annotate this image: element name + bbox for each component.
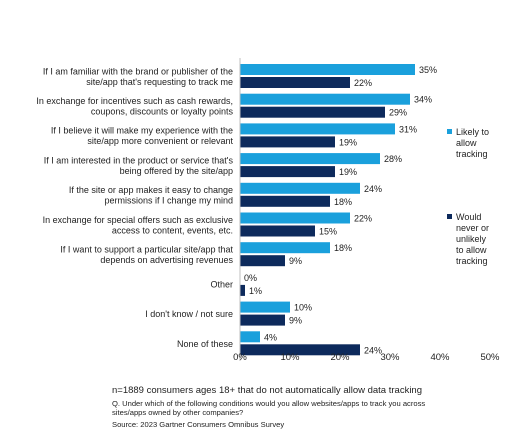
bar [240, 331, 260, 343]
data-label: 1% [249, 286, 262, 296]
bar [240, 225, 315, 237]
data-label: 34% [414, 95, 432, 105]
legend-label: to allow [456, 245, 487, 255]
bar [240, 106, 385, 118]
bar [240, 255, 285, 267]
bar [240, 242, 330, 254]
bar [240, 64, 415, 75]
category-label: Other [210, 279, 233, 289]
bar [240, 93, 410, 105]
category-label: permissions if I change my mind [104, 196, 233, 206]
legend-swatch [447, 129, 452, 134]
data-label: 18% [334, 243, 352, 253]
category-label: If I am familiar with the brand or publi… [43, 66, 233, 76]
source-note: Source: 2023 Gartner Consumers Omnibus S… [112, 420, 285, 429]
category-label: access to content, events, etc. [112, 225, 233, 235]
question-note: Q. Under which of the following conditio… [112, 399, 426, 417]
category-label: site/app that's requesting to track me [86, 77, 233, 87]
data-label: 19% [339, 167, 357, 177]
x-tick-label: 0% [233, 352, 247, 363]
legend-label: unlikely [456, 234, 487, 244]
data-label: 18% [334, 197, 352, 207]
category-label: In exchange for special offers such as e… [43, 215, 233, 225]
data-label: 24% [364, 345, 382, 355]
x-tick-label: 10% [280, 352, 300, 363]
data-label: 28% [384, 154, 402, 164]
bar [240, 344, 360, 356]
category-label: None of these [177, 339, 233, 349]
bar [240, 182, 360, 194]
bar [240, 314, 285, 326]
category-label: site/app more convenient or relevant [87, 136, 233, 146]
sample-note: n=1889 consumers ages 18+ that do not au… [112, 385, 422, 396]
data-label: 29% [389, 108, 407, 118]
legend-label: tracking [456, 256, 488, 266]
data-label: 35% [419, 65, 437, 75]
legend-label: never or [456, 223, 489, 233]
bar-chart: If I am familiar with the brand or publi… [36, 58, 500, 363]
bar [240, 153, 380, 165]
data-label: 22% [354, 78, 372, 88]
category-label: depends on advertising revenues [100, 255, 233, 265]
category-label: In exchange for incentives such as cash … [36, 96, 233, 106]
bar [240, 284, 245, 296]
category-label: coupons, discounts or loyalty points [91, 106, 234, 116]
x-tick-label: 50% [480, 352, 500, 363]
data-label: 22% [354, 214, 372, 224]
data-label: 19% [339, 137, 357, 147]
x-tick-label: 40% [430, 352, 450, 363]
bar [240, 77, 350, 88]
bar [240, 166, 335, 178]
data-label: 9% [289, 256, 302, 266]
category-label: If I am interested in the product or ser… [44, 155, 234, 165]
bar [240, 301, 290, 313]
legend-label: allow [456, 138, 477, 148]
category-label: If the site or app makes it easy to chan… [69, 185, 233, 195]
category-label: being offered by the site/app [120, 166, 233, 176]
bar [240, 136, 335, 148]
data-label: 10% [294, 303, 312, 313]
x-tick-label: 20% [330, 352, 350, 363]
x-tick-label: 30% [380, 352, 400, 363]
bar [240, 212, 350, 224]
data-label: 4% [264, 332, 277, 342]
legend-label: Likely to [456, 127, 489, 137]
data-label: 0% [244, 273, 257, 283]
legend-label: Would [456, 212, 481, 222]
legend-label: tracking [456, 149, 488, 159]
category-label: If I want to support a particular site/a… [60, 244, 233, 254]
bar [240, 123, 395, 135]
bar [240, 195, 330, 207]
data-label: 15% [319, 227, 337, 237]
data-label: 24% [364, 184, 382, 194]
data-label: 9% [289, 316, 302, 326]
category-label: If I believe it will make my experience … [51, 126, 233, 136]
legend-swatch [447, 214, 452, 219]
data-label: 31% [399, 124, 417, 134]
category-label: I don't know / not sure [145, 309, 233, 319]
